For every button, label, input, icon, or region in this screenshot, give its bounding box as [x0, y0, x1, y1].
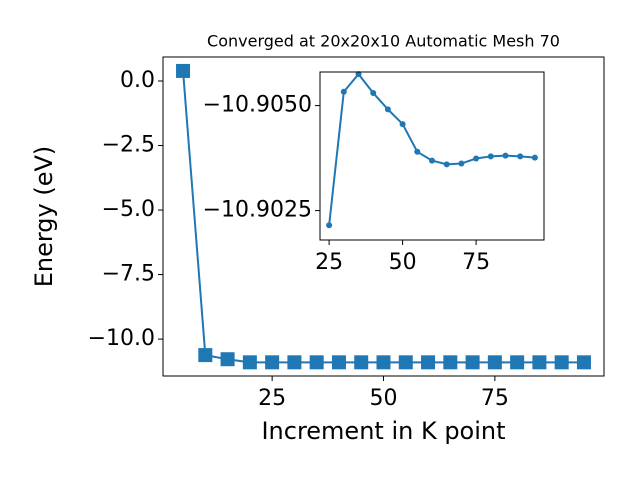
- marker: [531, 154, 538, 161]
- marker: [487, 355, 502, 370]
- marker: [326, 222, 333, 229]
- x-axis-label: Increment in K point: [261, 417, 505, 445]
- x-tick-label: 75: [481, 386, 509, 411]
- marker: [355, 71, 362, 78]
- marker: [429, 157, 435, 164]
- marker: [287, 355, 302, 370]
- marker: [399, 121, 406, 128]
- marker: [384, 106, 391, 113]
- marker: [176, 63, 191, 78]
- marker: [517, 153, 524, 160]
- marker: [242, 355, 257, 370]
- y-tick-label: −5.0: [102, 197, 155, 222]
- y-tick-label: −10.9050: [203, 93, 312, 118]
- marker: [354, 355, 369, 370]
- marker: [414, 148, 421, 155]
- y-tick-label: −10.0: [88, 326, 155, 351]
- y-axis-label: Energy (eV): [30, 146, 58, 288]
- marker: [465, 355, 480, 370]
- marker: [198, 348, 213, 363]
- marker: [376, 355, 391, 370]
- marker: [398, 355, 413, 370]
- marker: [576, 355, 591, 370]
- marker: [220, 352, 235, 367]
- x-tick-label: 50: [389, 250, 417, 275]
- marker: [443, 161, 450, 168]
- axes-frame: [162, 56, 605, 377]
- marker: [370, 90, 377, 96]
- marker: [309, 355, 324, 370]
- x-tick-label: 50: [370, 386, 398, 411]
- marker: [487, 153, 494, 160]
- x-tick-label: 25: [258, 386, 286, 411]
- x-tick-label: 25: [315, 250, 343, 275]
- chart-title: Converged at 20x20x10 Automatic Mesh 70: [207, 32, 560, 51]
- marker: [331, 355, 346, 370]
- marker: [265, 355, 280, 370]
- x-tick-label: 75: [462, 250, 490, 275]
- marker: [458, 160, 465, 167]
- marker: [421, 355, 436, 370]
- y-tick-label: −7.5: [102, 262, 155, 287]
- y-tick-label: 0.0: [120, 68, 155, 93]
- marker: [473, 155, 480, 162]
- y-tick-label: −10.9025: [203, 198, 312, 223]
- marker: [554, 355, 569, 370]
- marker: [510, 355, 525, 370]
- marker: [532, 355, 547, 370]
- axes-frame: [319, 71, 545, 241]
- marker: [340, 88, 347, 95]
- marker: [502, 152, 509, 159]
- y-tick-label: −2.5: [102, 133, 155, 158]
- marker: [443, 355, 458, 370]
